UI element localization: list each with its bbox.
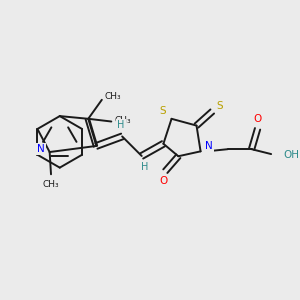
Text: O: O: [254, 114, 262, 124]
Text: H: H: [141, 162, 148, 172]
Text: N: N: [37, 144, 45, 154]
Text: S: S: [160, 106, 166, 116]
Text: OH: OH: [283, 150, 299, 161]
Text: CH₃: CH₃: [105, 92, 122, 101]
Text: S: S: [217, 100, 223, 110]
Text: H: H: [117, 120, 124, 130]
Text: CH₃: CH₃: [114, 116, 131, 125]
Text: CH₃: CH₃: [43, 180, 59, 189]
Text: N: N: [205, 142, 213, 152]
Text: O: O: [160, 176, 168, 186]
